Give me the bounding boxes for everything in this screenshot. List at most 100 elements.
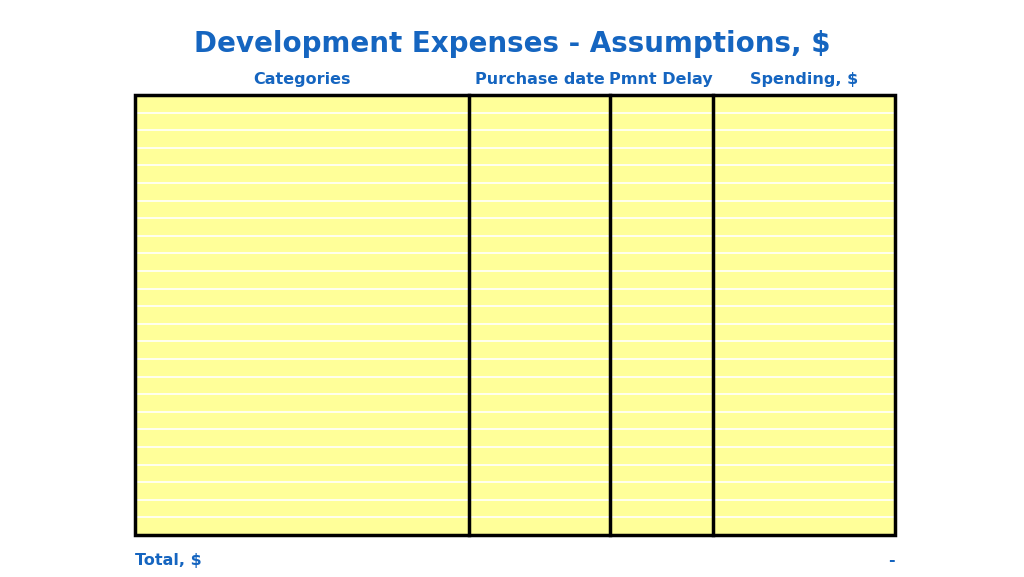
Bar <box>135 500 469 518</box>
Bar <box>610 271 713 288</box>
Bar <box>713 429 895 447</box>
Bar <box>469 166 610 183</box>
Text: -: - <box>889 553 895 568</box>
Bar <box>469 148 610 166</box>
Bar <box>610 306 713 324</box>
Bar <box>610 518 713 535</box>
Text: Spending, $: Spending, $ <box>750 72 858 87</box>
Bar <box>469 130 610 148</box>
Bar <box>135 183 469 201</box>
Bar <box>713 218 895 236</box>
Bar <box>610 482 713 500</box>
Bar <box>135 394 469 412</box>
Bar <box>469 271 610 288</box>
Bar <box>469 95 610 113</box>
Bar <box>469 183 610 201</box>
Bar <box>469 412 610 429</box>
Bar <box>713 201 895 218</box>
Bar <box>713 130 895 148</box>
Bar <box>610 412 713 429</box>
Bar <box>469 342 610 359</box>
Bar <box>135 377 469 394</box>
Bar <box>713 183 895 201</box>
Bar <box>135 464 469 482</box>
Bar <box>610 394 713 412</box>
Bar <box>135 95 895 535</box>
Bar <box>610 429 713 447</box>
Bar <box>713 288 895 306</box>
Bar <box>610 500 713 518</box>
Bar <box>469 288 610 306</box>
Bar <box>469 482 610 500</box>
Bar <box>135 306 469 324</box>
Bar <box>469 464 610 482</box>
Bar <box>713 482 895 500</box>
Bar <box>469 429 610 447</box>
Bar <box>713 166 895 183</box>
Bar <box>610 166 713 183</box>
Bar <box>713 377 895 394</box>
Bar <box>135 342 469 359</box>
Bar <box>610 464 713 482</box>
Bar <box>469 218 610 236</box>
Bar <box>135 148 469 166</box>
Bar <box>135 482 469 500</box>
Bar <box>610 148 713 166</box>
Bar <box>610 201 713 218</box>
Bar <box>135 429 469 447</box>
Bar <box>469 253 610 271</box>
Bar <box>610 95 713 113</box>
Bar <box>713 518 895 535</box>
Bar <box>135 253 469 271</box>
Bar <box>610 359 713 377</box>
Bar <box>135 271 469 288</box>
Bar <box>610 218 713 236</box>
Bar <box>610 183 713 201</box>
Bar <box>713 113 895 130</box>
Bar <box>610 253 713 271</box>
Bar <box>610 130 713 148</box>
Bar <box>135 236 469 253</box>
Bar <box>610 113 713 130</box>
Bar <box>135 288 469 306</box>
Bar <box>610 324 713 342</box>
Bar <box>713 412 895 429</box>
Bar <box>713 394 895 412</box>
Bar <box>135 412 469 429</box>
Bar <box>713 306 895 324</box>
Bar <box>135 324 469 342</box>
Bar <box>713 359 895 377</box>
Bar <box>469 306 610 324</box>
Bar <box>713 253 895 271</box>
Bar <box>713 95 895 113</box>
Bar <box>469 518 610 535</box>
Text: Categories: Categories <box>254 72 351 87</box>
Bar <box>135 218 469 236</box>
Bar <box>469 236 610 253</box>
Bar <box>469 500 610 518</box>
Bar <box>713 447 895 464</box>
Bar <box>713 464 895 482</box>
Bar <box>135 113 469 130</box>
Bar <box>469 394 610 412</box>
Text: Pmnt Delay: Pmnt Delay <box>609 72 713 87</box>
Bar <box>469 324 610 342</box>
Bar <box>135 166 469 183</box>
Bar <box>713 236 895 253</box>
Bar <box>469 113 610 130</box>
Bar <box>713 148 895 166</box>
Bar <box>610 236 713 253</box>
Bar <box>135 95 469 113</box>
Bar <box>135 359 469 377</box>
Bar <box>713 324 895 342</box>
Bar <box>469 447 610 464</box>
Text: Development Expenses - Assumptions, $: Development Expenses - Assumptions, $ <box>194 30 830 58</box>
Bar <box>610 288 713 306</box>
Bar <box>469 359 610 377</box>
Bar <box>610 377 713 394</box>
Text: Total, $: Total, $ <box>135 553 202 568</box>
Bar <box>135 130 469 148</box>
Bar <box>713 342 895 359</box>
Bar <box>610 447 713 464</box>
Bar <box>469 201 610 218</box>
